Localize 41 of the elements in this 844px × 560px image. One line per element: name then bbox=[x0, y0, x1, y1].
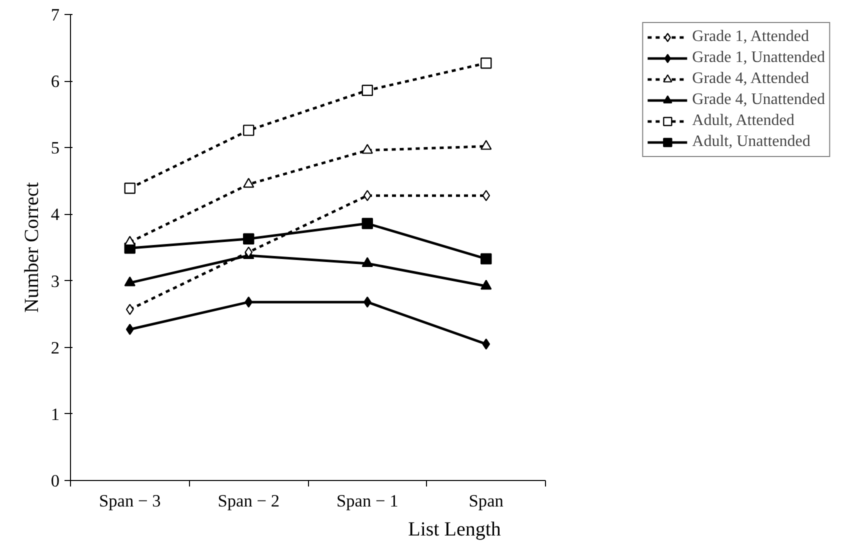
point bbox=[362, 218, 373, 230]
point bbox=[482, 190, 490, 202]
y-tick-label: 4 bbox=[50, 205, 60, 224]
point bbox=[244, 296, 253, 308]
point bbox=[480, 57, 492, 69]
point bbox=[480, 253, 492, 264]
point bbox=[362, 84, 373, 96]
point bbox=[480, 140, 492, 150]
y-tick-label: 6 bbox=[50, 72, 60, 92]
y-tick-label: 7 bbox=[50, 6, 60, 24]
point bbox=[243, 178, 254, 188]
legend-label: Grade 4, Attended bbox=[692, 70, 810, 88]
point bbox=[126, 324, 134, 335]
legend-label: Adult, Attended bbox=[692, 112, 794, 130]
point bbox=[124, 236, 136, 246]
point bbox=[243, 124, 254, 136]
legend-label: Grade 1, Unattended bbox=[692, 49, 825, 67]
point bbox=[124, 276, 136, 286]
y-tick-label: 0 bbox=[50, 472, 60, 490]
point bbox=[243, 233, 254, 244]
x-tick-label: Span − 2 bbox=[218, 492, 280, 510]
point bbox=[363, 190, 372, 202]
legend-label: Adult, Unattended bbox=[692, 133, 810, 151]
point bbox=[362, 144, 373, 154]
y-tick-label: 2 bbox=[50, 338, 60, 358]
x-tick-label: Span bbox=[468, 492, 504, 510]
point bbox=[480, 280, 492, 290]
y-axis-title: Number Correct bbox=[20, 182, 43, 313]
point bbox=[124, 182, 136, 194]
y-tick-label: 5 bbox=[50, 138, 60, 158]
point bbox=[362, 257, 373, 267]
legend-label: Grade 1, Attended bbox=[692, 28, 810, 46]
x-axis-title: List Length bbox=[408, 518, 501, 540]
y-tick-label: 3 bbox=[50, 272, 60, 291]
y-tick-label: 1 bbox=[50, 404, 60, 424]
legend-label: Grade 4, Unattended bbox=[692, 91, 825, 109]
x-tick-label: Span − 3 bbox=[98, 492, 161, 510]
point bbox=[363, 296, 372, 308]
x-tick-label: Span − 1 bbox=[336, 492, 398, 510]
point bbox=[126, 304, 134, 316]
point bbox=[482, 338, 490, 350]
